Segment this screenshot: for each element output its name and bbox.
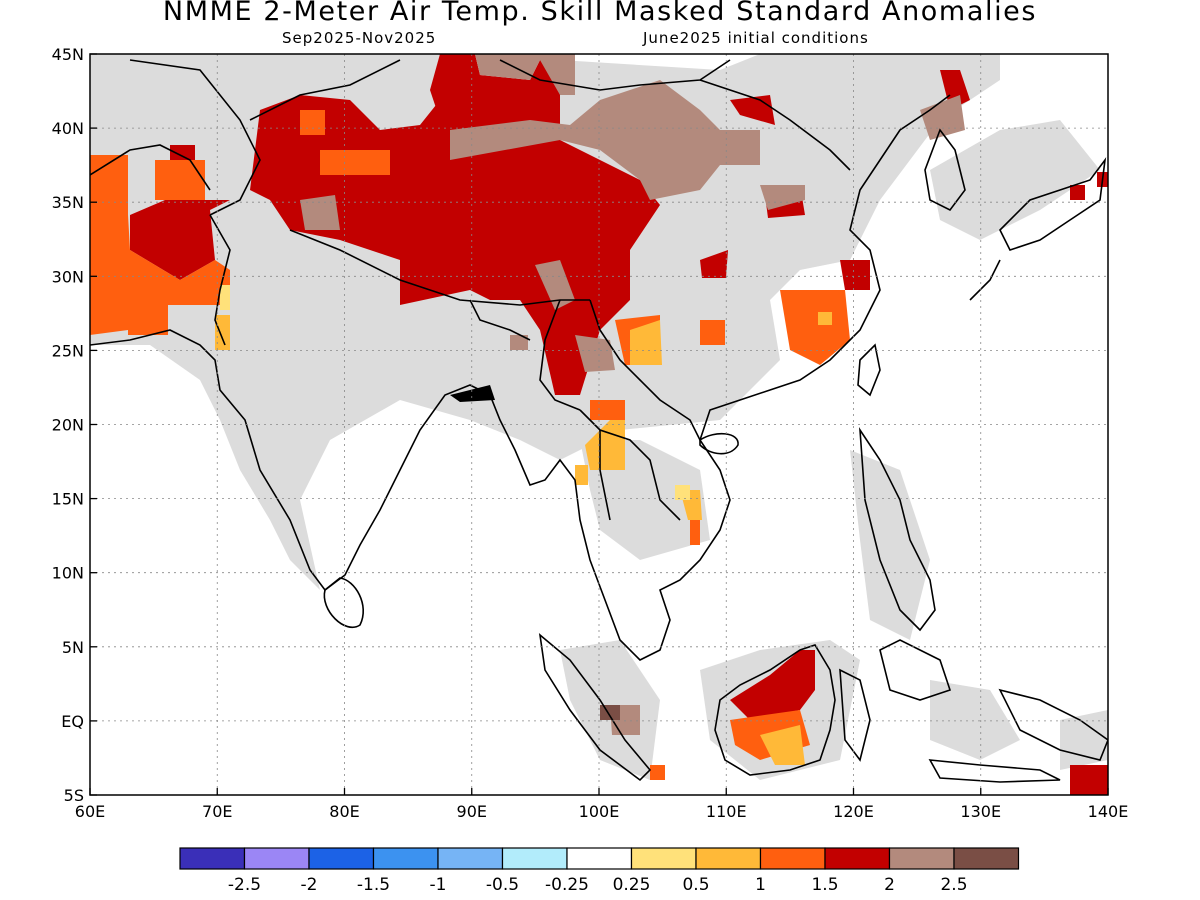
y-tick-label: 5N xyxy=(62,638,84,657)
colorbar-swatch xyxy=(888,847,955,870)
colorbar-swatch xyxy=(179,847,246,870)
colorbar-labels: -2.5 -2 -1.5 -1 -0.5 -0.25 0.25 0.5 1 1.5 2 2.5 xyxy=(228,875,968,895)
colorbar-swatch xyxy=(501,847,568,870)
colorbar-tick-label: -1 xyxy=(430,875,447,895)
colorbar-swatch xyxy=(824,847,891,870)
map-title: NMME 2-Meter Air Temp. Skill Masked Stan… xyxy=(162,0,1038,27)
colorbar-tick-label: 0.5 xyxy=(682,875,709,895)
colorbar-tick-label: -0.5 xyxy=(486,875,519,895)
x-tick-label: 120E xyxy=(833,802,874,821)
colorbar-swatch xyxy=(308,847,375,870)
x-tick-label: 140E xyxy=(1088,802,1129,821)
y-tick-label: EQ xyxy=(61,712,84,731)
colorbar-swatch xyxy=(759,847,826,870)
colorbar-swatch xyxy=(953,847,1020,870)
colorbar-tick-label: 2.5 xyxy=(940,875,967,895)
y-tick-label: 10N xyxy=(52,564,84,583)
delta-marker xyxy=(450,385,495,402)
x-tick-label: 80E xyxy=(329,802,359,821)
colorbar-swatch xyxy=(437,847,504,870)
y-tick-label: 40N xyxy=(52,119,84,138)
colorbar-tick-label: 0.25 xyxy=(613,875,651,895)
y-tick-label: 35N xyxy=(52,193,84,212)
gridlines xyxy=(90,54,1108,795)
forecast-period: Sep2025-Nov2025 xyxy=(282,29,437,47)
x-tick-label: 90E xyxy=(457,802,487,821)
colorbar-swatch xyxy=(243,847,310,870)
y-tick-label: 5S xyxy=(64,786,84,805)
y-tick-label: 15N xyxy=(52,490,84,509)
colorbar-tick-label: -2 xyxy=(301,875,318,895)
colorbar-swatch xyxy=(566,847,633,870)
y-tick-label: 45N xyxy=(52,45,84,64)
y-tick-label: 25N xyxy=(52,341,84,360)
colorbar-tick-label: -2.5 xyxy=(228,875,261,895)
colorbar-tick-label: 1 xyxy=(755,875,766,895)
colorbar-tick-label: 2 xyxy=(884,875,895,895)
colorbar-tick-label: -1.5 xyxy=(357,875,390,895)
anomaly-fills xyxy=(90,54,1108,795)
y-tick-label: 20N xyxy=(52,416,84,435)
colorbar-tick-label: -0.25 xyxy=(545,875,589,895)
x-tick-label: 60E xyxy=(75,802,105,821)
x-axis: 60E 70E 80E 90E 100E 110E 120E 130E 140E xyxy=(75,788,1129,821)
x-tick-label: 70E xyxy=(202,802,232,821)
x-tick-label: 130E xyxy=(960,802,1001,821)
colorbar-tick-label: 1.5 xyxy=(811,875,838,895)
initial-conditions: June2025 initial conditions xyxy=(643,29,869,47)
y-axis: 5S EQ 5N 10N 15N 20N 25N 30N 35N 40N 45N xyxy=(52,45,97,805)
colorbar-swatch xyxy=(372,847,439,870)
x-tick-label: 110E xyxy=(706,802,747,821)
x-tick-label: 100E xyxy=(579,802,620,821)
y-tick-label: 30N xyxy=(52,267,84,286)
colorbar-swatch xyxy=(695,847,762,870)
colorbar-swatch xyxy=(630,847,697,870)
colorbar xyxy=(179,847,1020,870)
